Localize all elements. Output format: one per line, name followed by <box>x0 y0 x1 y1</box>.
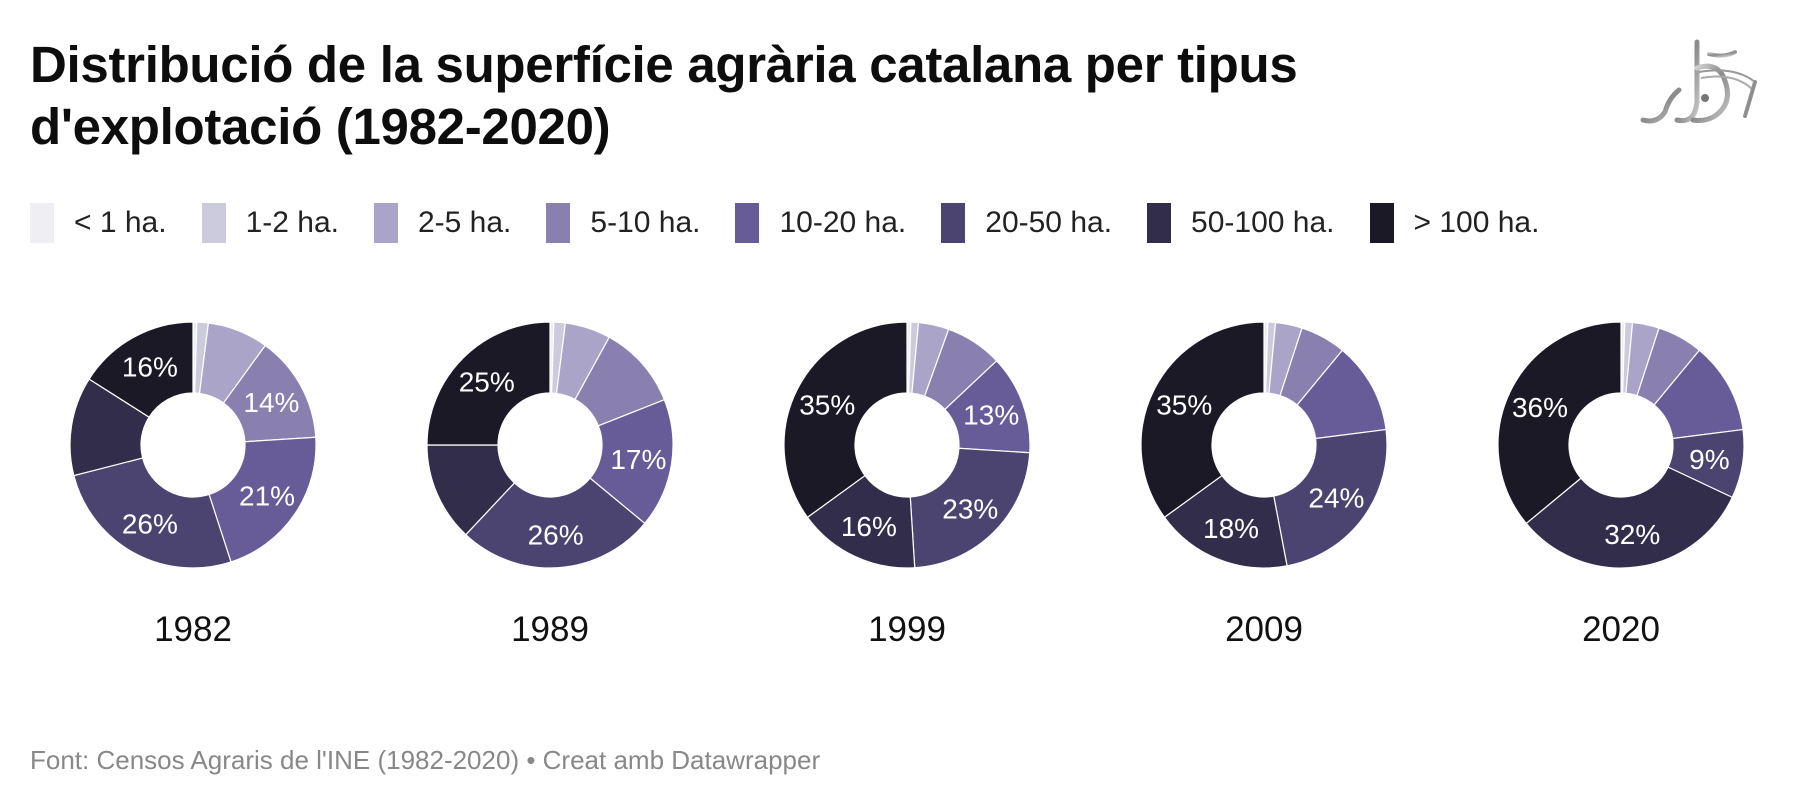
slice-label: 26% <box>528 519 584 550</box>
slice-label: 16% <box>122 352 178 383</box>
slice-label: 23% <box>942 493 998 524</box>
donut-svg: 14% 21% 26% 16% <box>69 321 317 569</box>
legend-item: 1-2 ha. <box>201 203 339 243</box>
slice-label: 25% <box>459 367 515 398</box>
legend-swatch <box>201 203 226 243</box>
legend-label: 2-5 ha. <box>417 206 512 239</box>
legend-label: 20-50 ha. <box>985 206 1113 239</box>
publisher-logo-icon <box>1640 39 1757 124</box>
legend-item: 5-10 ha. <box>546 203 700 243</box>
legend-label: < 1 ha. <box>74 206 167 239</box>
legend-swatch <box>373 203 398 243</box>
donut-slice <box>589 398 674 525</box>
legend-label: 10-20 ha. <box>779 206 907 239</box>
legend-swatch <box>30 203 54 243</box>
donut-chart-1982: 14% 21% 26% 16% 1982 <box>63 320 323 650</box>
legend: < 1 ha. 1-2 ha. 2-5 ha. 5-10 ha. 10-20 ha. 20… <box>30 203 1574 243</box>
donut-slice <box>1140 321 1265 519</box>
legend-item: 2-5 ha. <box>373 203 512 243</box>
source-footer: Font: Censos Agraris de l'INE (1982-2020… <box>30 745 821 775</box>
legend-swatch <box>1147 203 1172 243</box>
legend-swatch <box>1369 203 1394 243</box>
legend-label: 5-10 ha. <box>590 206 701 239</box>
donut-chart-2020: 9% 32% 36% 2020 <box>1491 320 1751 650</box>
legend-item: > 100 ha. <box>1369 203 1540 243</box>
year-label: 2009 <box>1225 610 1303 649</box>
donut-svg: 24% 18% 35% <box>1140 321 1388 569</box>
legend-swatch <box>546 203 571 243</box>
donut-svg: 9% 32% 36% <box>1497 321 1745 569</box>
donut-slice <box>88 321 194 418</box>
donut-slice <box>783 321 908 519</box>
slice-label: 9% <box>1689 444 1729 475</box>
donut-chart-1999: 13% 23% 16% 35% 1999 <box>777 320 1037 650</box>
legend-swatch <box>735 203 760 243</box>
legend-item: 50-100 ha. <box>1147 203 1335 243</box>
donut-slice <box>73 457 232 569</box>
year-label: 1999 <box>868 610 946 649</box>
slice-label: 14% <box>243 387 299 418</box>
donut-slice <box>1497 321 1622 525</box>
donut-chart-1989: 17% 26% 25% 1989 <box>420 320 680 650</box>
legend-label: 1-2 ha. <box>245 206 339 239</box>
donut-slice <box>806 474 916 569</box>
slice-label: 21% <box>239 480 295 511</box>
donut-slice <box>464 477 646 569</box>
donut-svg: 17% 26% 25% <box>426 321 674 569</box>
legend-swatch <box>941 203 966 243</box>
year-label: 2020 <box>1582 610 1660 649</box>
slice-label: 36% <box>1512 392 1568 423</box>
year-label: 1989 <box>511 610 589 649</box>
legend-label: 50-100 ha. <box>1191 206 1335 239</box>
donut-slice <box>426 321 551 446</box>
legend-item: < 1 ha. <box>30 203 167 243</box>
donut-charts: 14% 21% 26% 16% 1982 17% 26% 25% 1989 13% 23% 16% 35… <box>0 320 1800 650</box>
year-label: 1982 <box>154 610 232 649</box>
donut-slice <box>1163 474 1288 569</box>
donut-slice <box>1525 466 1734 569</box>
slice-label: 16% <box>841 511 897 542</box>
legend-item: 20-50 ha. <box>941 203 1112 243</box>
legend-item: 10-20 ha. <box>735 203 906 243</box>
donut-slice <box>1273 428 1388 567</box>
slice-label: 17% <box>610 444 666 475</box>
chart-title: Distribució de la superfície agrària cat… <box>30 36 1298 155</box>
slice-label: 35% <box>1156 389 1212 420</box>
donut-chart-2009: 24% 18% 35% 2009 <box>1134 320 1394 650</box>
slice-label: 32% <box>1604 519 1660 550</box>
slice-label: 24% <box>1308 483 1364 514</box>
slice-label: 13% <box>963 400 1019 431</box>
slice-label: 18% <box>1203 513 1259 544</box>
slice-label: 26% <box>122 508 178 539</box>
donut-svg: 13% 23% 16% 35% <box>783 321 1031 569</box>
donut-slice <box>208 436 317 563</box>
slice-label: 35% <box>799 389 855 420</box>
donut-slice <box>909 447 1031 569</box>
legend-label: > 100 ha. <box>1413 206 1540 239</box>
